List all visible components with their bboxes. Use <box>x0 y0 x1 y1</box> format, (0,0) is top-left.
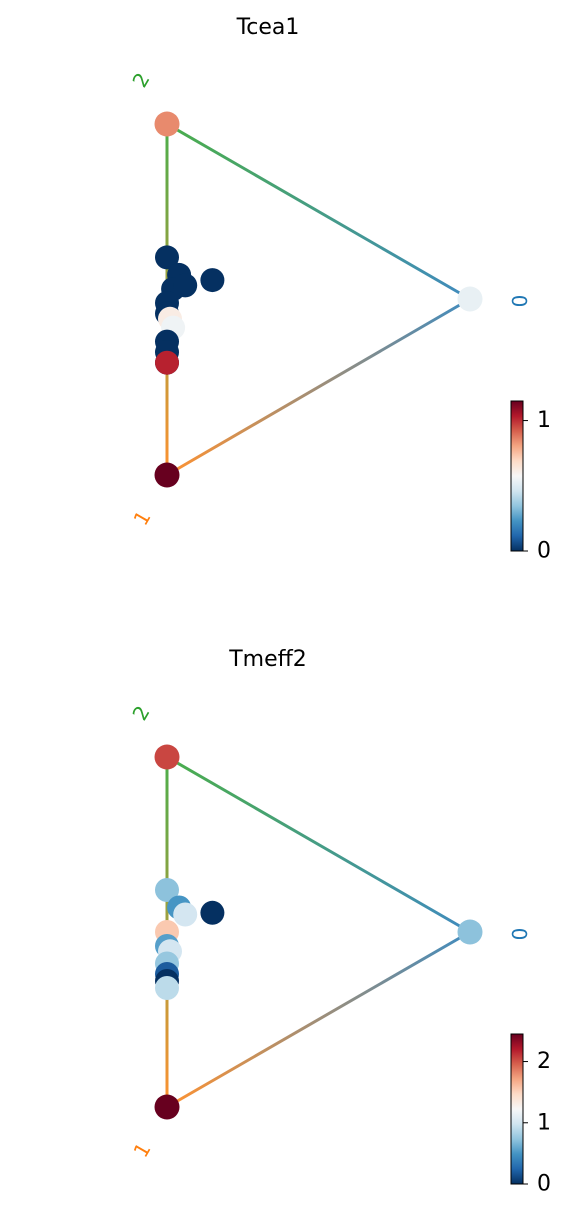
colorbar <box>510 400 524 552</box>
node-0 <box>457 919 483 945</box>
colorbar-tick-label: 0 <box>537 1172 551 1197</box>
node-1 <box>154 1094 180 1120</box>
node-label-2: 2 <box>127 68 154 91</box>
data-point <box>155 976 179 1000</box>
node-label-1: 1 <box>128 1138 155 1161</box>
edge-2-0 <box>166 122 471 301</box>
chart-title: Tcea1 <box>236 15 300 40</box>
node-1 <box>154 462 180 488</box>
colorbar <box>510 1033 524 1185</box>
chart-panel-tmeff2: Tmeff2 0 1 2 0 1 2 <box>127 647 551 1197</box>
chart-title: Tmeff2 <box>228 647 307 672</box>
edge-0-1 <box>166 930 471 1109</box>
edge-2-0 <box>166 755 471 934</box>
node-2 <box>154 744 180 770</box>
data-point <box>200 900 225 925</box>
node-label-0: 0 <box>508 295 532 308</box>
colorbar-tick-label: 2 <box>537 1049 551 1074</box>
colorbar-tick-label: 1 <box>537 408 551 433</box>
node-label-2: 2 <box>127 701 154 724</box>
data-point <box>155 878 179 902</box>
data-point <box>173 273 198 298</box>
colorbar-tick-label: 0 <box>537 539 551 564</box>
node-0 <box>457 286 483 312</box>
node-label-0: 0 <box>508 928 532 941</box>
node-label-1: 1 <box>128 506 155 529</box>
node-2 <box>154 111 180 137</box>
colorbar-tick-label: 1 <box>537 1110 551 1135</box>
data-point <box>173 902 198 927</box>
data-point <box>200 268 225 293</box>
edge-0-1 <box>166 297 471 477</box>
data-point <box>155 350 179 375</box>
chart-panel-tcea1: Tcea1 0 1 2 0 1 <box>127 15 551 564</box>
data-point <box>155 245 179 270</box>
